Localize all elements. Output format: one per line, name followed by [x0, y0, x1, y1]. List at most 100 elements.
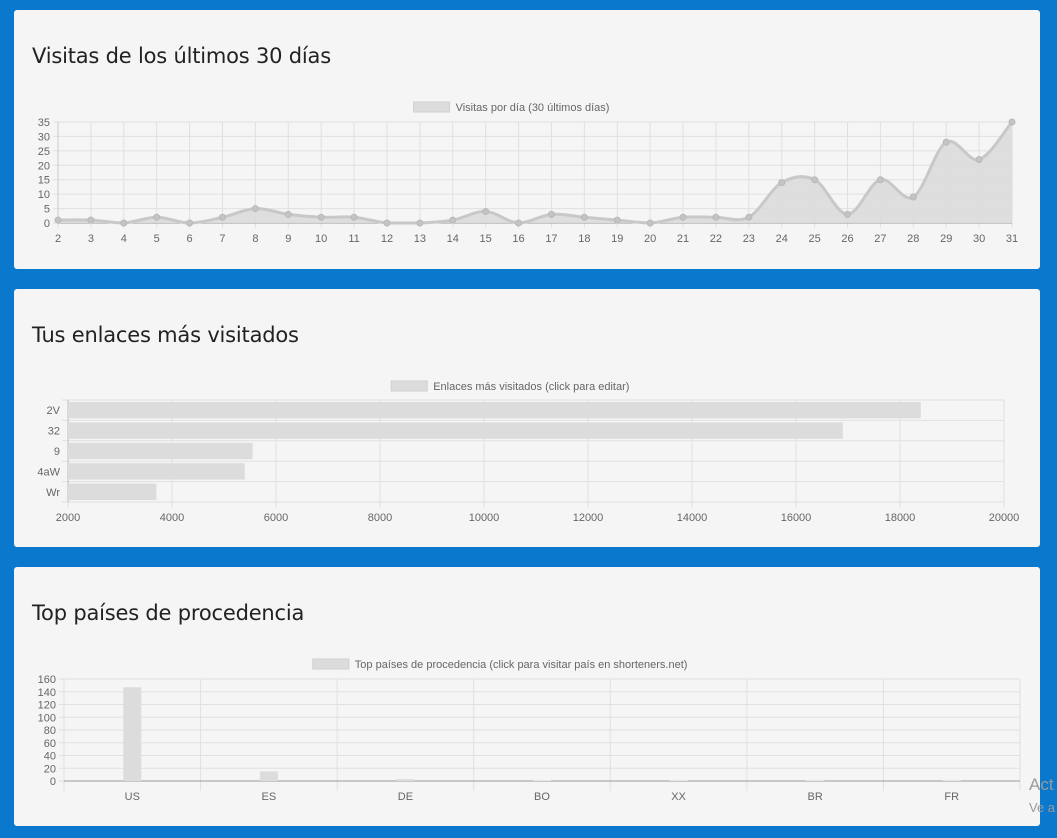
y-tick-label: 4aW: [37, 466, 60, 478]
data-point: [613, 216, 621, 224]
x-tick-label: BO: [534, 791, 550, 803]
y-tick-label: 140: [38, 687, 56, 699]
data-point: [909, 193, 917, 201]
x-tick-label: 28: [907, 233, 919, 245]
bar-Wr: [68, 483, 157, 500]
x-tick-label: 7: [219, 233, 225, 245]
x-tick-label: 3: [88, 233, 94, 245]
x-tick-label: 14000: [677, 512, 708, 524]
bar-US: [123, 687, 142, 781]
x-tick-label: 15: [480, 233, 492, 245]
x-tick-label: 6000: [264, 512, 288, 524]
x-tick-label: 20000: [989, 512, 1020, 524]
data-point: [416, 219, 424, 227]
legend-swatch: [390, 380, 428, 392]
x-tick-label: 31: [1006, 233, 1018, 245]
y-tick-label: 0: [50, 776, 56, 788]
x-tick-label: 27: [874, 233, 886, 245]
bar-4aW: [68, 463, 245, 480]
x-tick-label: ES: [262, 791, 277, 803]
y-tick-label: Wr: [46, 487, 60, 499]
data-point: [54, 216, 62, 224]
series-area: [58, 122, 1012, 223]
data-point: [87, 216, 95, 224]
data-point: [186, 219, 194, 227]
x-tick-label: 5: [154, 233, 160, 245]
x-tick-label: 17: [545, 233, 557, 245]
y-tick-label: 35: [38, 117, 50, 129]
data-point: [449, 216, 457, 224]
top-countries-card: Top países de procedencia Top países de …: [14, 567, 1040, 826]
x-tick-label: 18: [578, 233, 590, 245]
y-tick-label: 15: [38, 175, 50, 187]
data-point: [712, 213, 720, 221]
x-tick-label: 4: [121, 233, 127, 245]
x-tick-label: 19: [611, 233, 623, 245]
x-tick-label: 22: [710, 233, 722, 245]
data-point: [383, 219, 391, 227]
x-tick-label: BR: [808, 791, 823, 803]
data-point: [482, 207, 490, 215]
data-point: [251, 205, 259, 213]
y-tick-label: 0: [44, 218, 50, 230]
bar-XX: [669, 780, 688, 781]
y-tick-label: 5: [44, 204, 50, 216]
data-point: [120, 219, 128, 227]
x-tick-label: 8: [252, 233, 258, 245]
bar-DE: [396, 779, 415, 781]
x-tick-label: 11: [348, 233, 359, 245]
x-tick-label: 24: [776, 233, 788, 245]
bar-32: [68, 422, 843, 439]
x-tick-label: FR: [944, 791, 959, 803]
x-tick-label: 29: [940, 233, 952, 245]
daily-visits-chart[interactable]: Visitas por día (30 últimos días) 0 5 10 15 2…: [14, 10, 1040, 269]
x-tick-label: US: [125, 791, 140, 803]
y-tick-label: 25: [38, 146, 50, 158]
y-tick-label: 9: [54, 446, 60, 458]
x-tick-label: 20: [644, 233, 656, 245]
y-tick-label: 60: [44, 738, 56, 750]
data-point: [646, 219, 654, 227]
legend-label: Visitas por día (30 últimos días): [456, 102, 610, 114]
data-point: [547, 210, 555, 218]
x-tick-label: 30: [973, 233, 985, 245]
data-point: [745, 213, 753, 221]
data-point: [811, 176, 819, 184]
y-tick-label: 120: [38, 700, 56, 712]
top-countries-chart[interactable]: Top países de procedencia (click para vi…: [14, 567, 1040, 826]
y-tick-label: 20: [38, 160, 50, 172]
x-tick-label: 12000: [573, 512, 604, 524]
legend-label: Enlaces más visitados (click para editar…: [433, 381, 629, 393]
y-tick-label: 2V: [47, 405, 61, 417]
data-point: [153, 213, 161, 221]
legend-swatch: [413, 101, 451, 113]
x-tick-label: 14: [447, 233, 459, 245]
y-tick-label: 40: [44, 751, 56, 763]
data-point: [778, 179, 786, 187]
card-title: Visitas de los últimos 30 días: [32, 44, 331, 68]
bar-FR: [942, 780, 961, 781]
x-tick-label: 21: [677, 233, 689, 245]
data-point: [580, 213, 588, 221]
x-tick-label: 12: [381, 233, 393, 245]
y-tick-label: 20: [44, 763, 56, 775]
data-point: [876, 176, 884, 184]
bar-2V: [68, 402, 921, 419]
x-tick-label: 10000: [469, 512, 500, 524]
data-point: [350, 213, 358, 221]
x-tick-label: 23: [743, 233, 755, 245]
y-tick-label: 160: [38, 674, 56, 686]
x-tick-label: 26: [841, 233, 853, 245]
x-tick-label: 9: [285, 233, 291, 245]
x-tick-label: 25: [808, 233, 820, 245]
data-point: [218, 213, 226, 221]
top-links-card: Tus enlaces más visitados Enlaces más vi…: [14, 289, 1040, 547]
data-point: [679, 213, 687, 221]
x-tick-label: 18000: [885, 512, 916, 524]
y-tick-label: 32: [48, 426, 60, 438]
data-point: [1008, 118, 1016, 126]
x-tick-label: 2000: [56, 512, 80, 524]
card-title: Top países de procedencia: [32, 601, 305, 625]
top-links-chart[interactable]: Enlaces más visitados (click para editar…: [14, 289, 1040, 547]
data-point: [284, 210, 292, 218]
